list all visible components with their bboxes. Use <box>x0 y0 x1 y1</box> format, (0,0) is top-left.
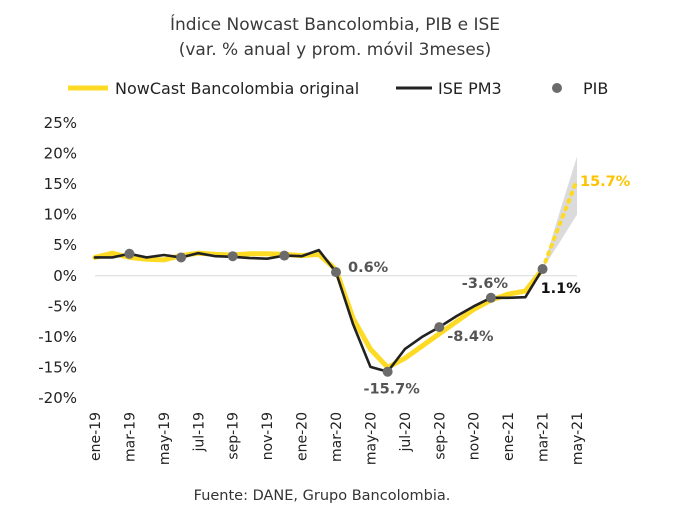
plot-area: 0.6% -15.7% -8.4% -3.6% 1.1% 15.7% <box>92 156 631 398</box>
y-axis: 25% 20% 15% 10% 5% 0% -5% -10% -15% -20% <box>38 114 77 407</box>
y-tick-label: -20% <box>38 389 77 407</box>
pib-marker <box>537 264 548 275</box>
legend: NowCast Bancolombia original ISE PM3 PIB <box>68 79 608 98</box>
pib-marker <box>279 250 290 261</box>
y-tick-label: -15% <box>38 358 77 376</box>
data-label: -3.6% <box>462 276 509 292</box>
x-tick-label: may-20 <box>363 412 379 465</box>
y-tick-label: 0% <box>53 267 77 285</box>
series-line <box>93 248 544 374</box>
series-line <box>540 177 579 272</box>
pib-marker <box>331 267 341 278</box>
x-tick-label: ene-19 <box>88 412 104 461</box>
x-tick-label: sep-20 <box>432 412 448 460</box>
pib-marker <box>485 292 496 303</box>
chart-source: Fuente: DANE, Grupo Bancolombia. <box>194 488 451 504</box>
y-tick-label: 10% <box>44 206 77 224</box>
x-tick-label: may-19 <box>157 412 173 465</box>
pib-marker <box>434 322 445 333</box>
x-tick-label: may-21 <box>570 412 586 465</box>
y-tick-label: 5% <box>53 236 77 254</box>
series-line <box>92 250 546 370</box>
x-tick-label: ene-20 <box>295 412 311 461</box>
data-label: 1.1% <box>541 281 582 297</box>
x-tick-label: sep-19 <box>226 412 242 460</box>
chart-title: Índice Nowcast Bancolombia, PIB e ISE <box>170 13 500 35</box>
legend-marker-pib <box>552 83 562 93</box>
x-tick-label: mar-20 <box>329 412 345 462</box>
pib-marker <box>382 366 393 377</box>
y-tick-label: -10% <box>38 328 77 346</box>
x-axis: ene-19 mar-19 may-19 jul-19 sep-19 nov-19 ene-… <box>88 412 586 465</box>
chart-subtitle: (var. % anual y prom. móvil 3meses) <box>179 40 492 60</box>
pib-marker <box>227 251 238 262</box>
forecast-band <box>542 156 577 270</box>
data-label: -15.7% <box>363 382 420 398</box>
legend-label-ise: ISE PM3 <box>438 79 502 98</box>
x-tick-label: mar-19 <box>122 412 138 462</box>
legend-label-nowcast: NowCast Bancolombia original <box>115 79 359 98</box>
y-tick-label: -5% <box>48 297 77 315</box>
y-tick-label: 15% <box>44 175 77 193</box>
pib-marker <box>124 248 135 259</box>
y-tick-label: 20% <box>44 145 77 163</box>
data-label: 15.7% <box>580 174 631 190</box>
data-label: -8.4% <box>447 329 494 345</box>
data-label: 0.6% <box>348 260 389 276</box>
x-tick-label: nov-20 <box>467 412 483 460</box>
legend-label-pib: PIB <box>583 79 608 98</box>
x-tick-label: jul-19 <box>191 412 207 453</box>
pib-marker <box>176 252 187 263</box>
x-tick-label: nov-19 <box>260 412 276 460</box>
x-tick-label: ene-21 <box>501 412 517 461</box>
x-tick-label: mar-21 <box>536 412 552 462</box>
y-tick-label: 25% <box>44 114 77 132</box>
x-tick-label: jul-20 <box>398 412 414 453</box>
